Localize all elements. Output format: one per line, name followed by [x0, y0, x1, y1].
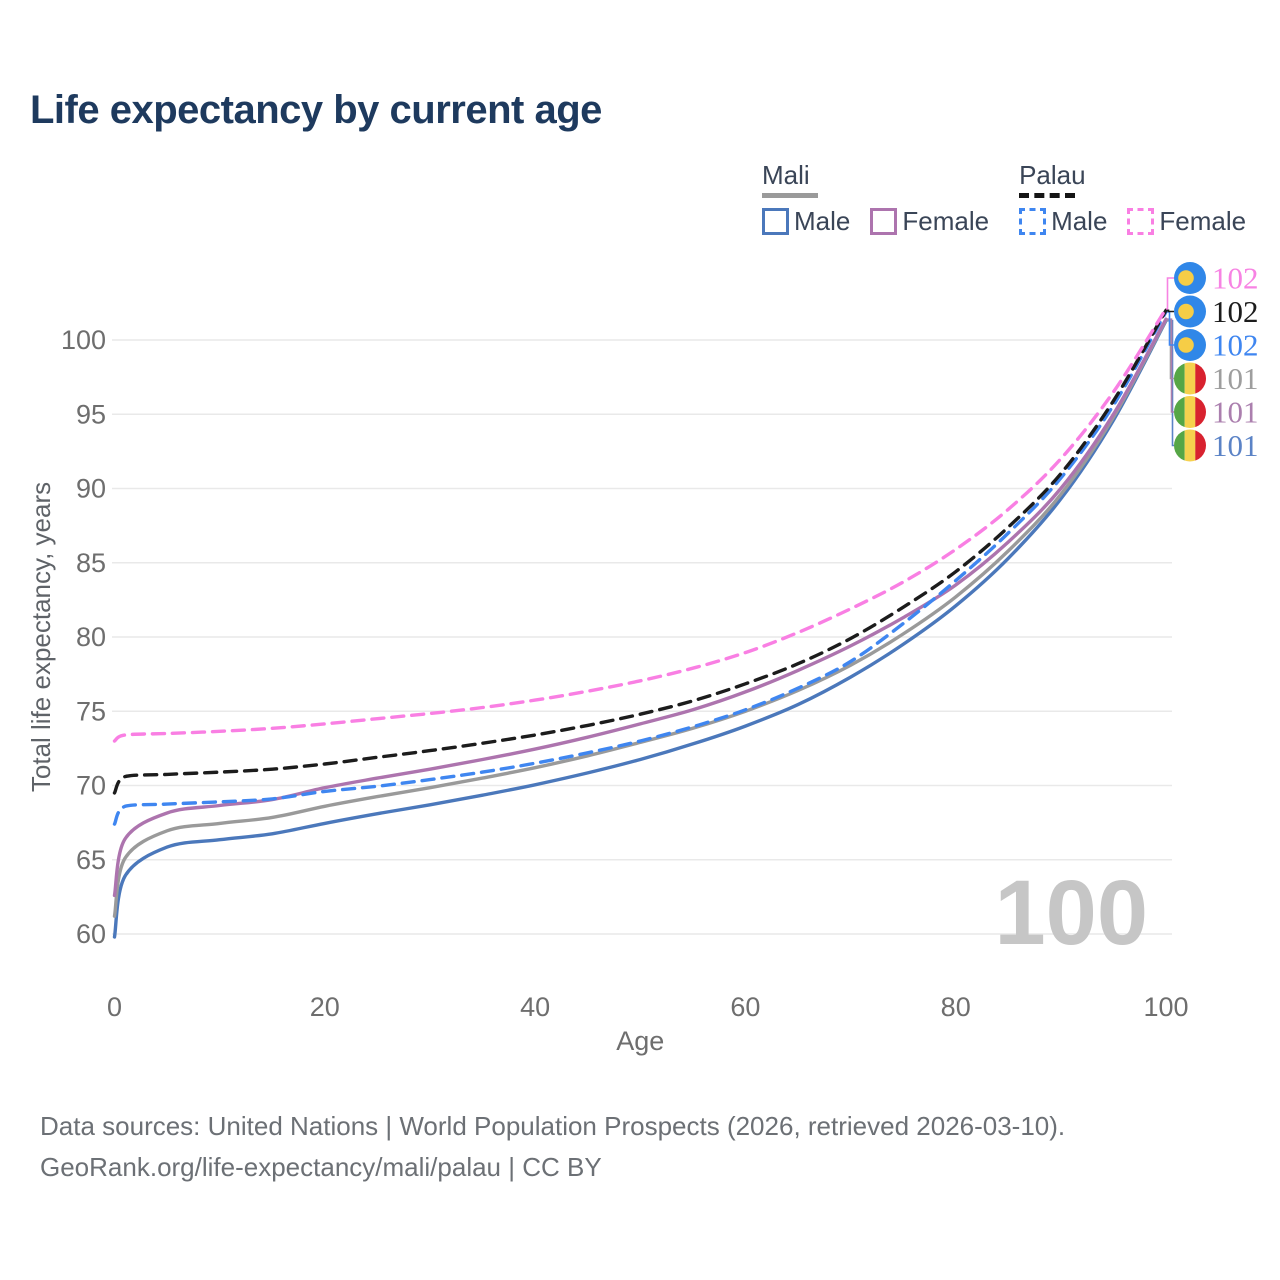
y-tick-80: 80 — [76, 622, 106, 652]
legend-item-mali-female: Female — [870, 206, 989, 237]
palau-male-swatch-icon — [1019, 208, 1047, 235]
mali-flag-icon — [1174, 396, 1206, 428]
mali-male-swatch-icon — [762, 208, 789, 235]
legend-label-palau-male: Male — [1051, 206, 1108, 236]
legend-items-mali: Male Female — [762, 206, 989, 237]
leader-line-palau-both-sexes — [1166, 309, 1174, 313]
palau-female-swatch-icon — [1127, 208, 1155, 235]
legend-label-mali-male: Male — [794, 206, 851, 236]
data-sources-line: Data sources: United Nations | World Pop… — [40, 1111, 1066, 1141]
series-line-palau-male — [112, 310, 1168, 826]
x-tick-0: 0 — [107, 992, 122, 1022]
legend-label-palau-female: Female — [1159, 206, 1247, 236]
end-label-palau-male: 102 — [1212, 328, 1259, 363]
legend-label-mali-female: Female — [902, 206, 990, 236]
chart-title: Life expectancy by current age — [30, 88, 602, 132]
x-tick-60: 60 — [730, 992, 760, 1022]
leader-line-palau-female — [1166, 277, 1174, 310]
x-tick-20: 20 — [310, 992, 340, 1022]
chart-legend: Mali Male Female Palau Male — [762, 160, 1246, 237]
series-line-mali-female — [112, 317, 1168, 898]
y-tick-90: 90 — [76, 474, 106, 504]
series-line-palau-female — [112, 307, 1168, 743]
end-label-mali-both-sexes: 101 — [1212, 361, 1259, 396]
series-line-mali-both-sexes — [112, 318, 1168, 918]
mali-flag-icon — [1174, 362, 1206, 395]
legend-items-palau: Male Female — [1019, 206, 1246, 237]
palau-dashed-line-sample — [1019, 193, 1076, 198]
series-line-palau-both-sexes — [112, 308, 1168, 795]
legend-country-palau: Palau — [1019, 160, 1086, 190]
y-tick-100: 100 — [61, 325, 106, 355]
end-label-mali-male: 101 — [1212, 428, 1259, 463]
footer: Data sources: United Nations | World Pop… — [40, 1106, 1065, 1188]
palau-flag-icon — [1174, 295, 1206, 328]
end-label-palau-both-sexes: 102 — [1212, 294, 1259, 329]
mali-solid-line-sample — [762, 193, 818, 198]
y-tick-85: 85 — [76, 548, 106, 578]
legend-country-mali: Mali — [762, 160, 810, 190]
y-tick-70: 70 — [76, 771, 106, 801]
attribution-line: GeoRank.org/life-expectancy/mali/palau |… — [40, 1152, 602, 1182]
end-label-palau-female: 102 — [1212, 261, 1259, 296]
legend-group-mali: Mali Male Female — [762, 160, 989, 237]
legend-group-palau: Palau Male Female — [1019, 160, 1246, 237]
x-tick-100: 100 — [1143, 992, 1188, 1022]
mali-flag-icon — [1174, 429, 1206, 462]
x-tick-40: 40 — [520, 992, 550, 1022]
legend-item-palau-male: Male — [1019, 206, 1107, 237]
x-tick-80: 80 — [941, 992, 971, 1022]
y-tick-65: 65 — [76, 845, 106, 875]
palau-flag-icon — [1174, 262, 1206, 294]
y-tick-60: 60 — [76, 919, 106, 949]
end-label-mali-female: 101 — [1212, 395, 1259, 430]
legend-item-palau-female: Female — [1127, 206, 1246, 237]
palau-flag-icon — [1174, 329, 1206, 361]
mali-female-swatch-icon — [870, 208, 898, 235]
legend-item-mali-male: Male — [762, 206, 850, 237]
x-axis-title: Age — [616, 1026, 664, 1056]
age-watermark: 100 — [995, 862, 1149, 964]
series-line-mali-male — [112, 319, 1168, 939]
y-axis-title: Total life expectancy, years — [26, 482, 56, 792]
y-tick-75: 75 — [76, 696, 106, 726]
y-tick-95: 95 — [76, 399, 106, 429]
